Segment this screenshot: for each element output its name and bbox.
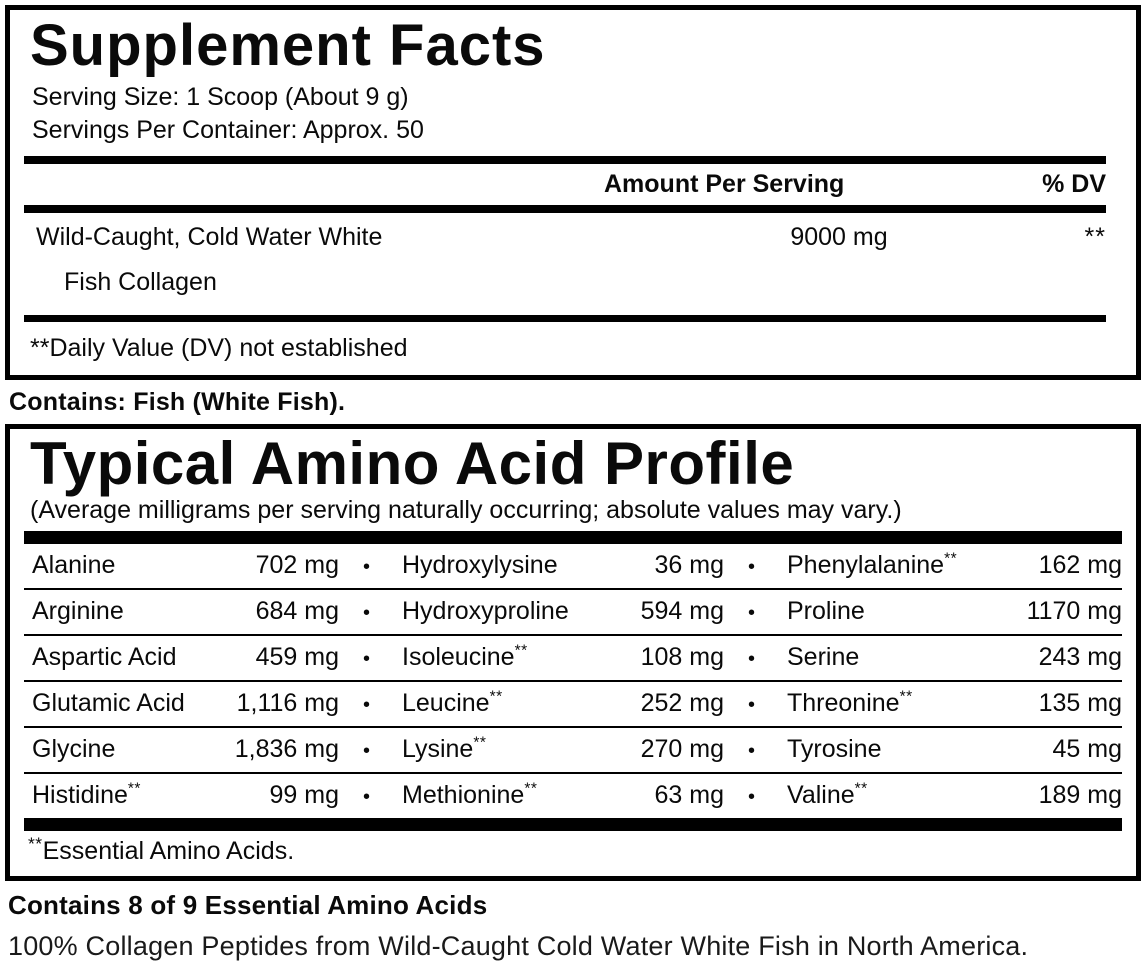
amino-value: 45 mg: [1052, 735, 1122, 764]
divider-bar: [24, 314, 1106, 322]
bullet-separator: •: [747, 556, 755, 579]
facts-header-row: Amount Per Serving % DV: [24, 164, 1106, 205]
amino-name: Histidine**: [32, 780, 141, 810]
amount-per-serving-header: Amount Per Serving: [604, 169, 845, 198]
amino-name: Leucine**: [402, 688, 503, 718]
amino-value: 684 mg: [255, 597, 339, 626]
table-row: Glutamic Acid 1,116 mg • Leucine** 252 m…: [24, 682, 1122, 729]
serving-size-line: Serving Size: 1 Scoop (About 9 g): [32, 82, 409, 111]
amino-name: Serine: [787, 643, 860, 672]
essential-marker: **: [473, 734, 487, 752]
bullet-separator: •: [362, 648, 370, 671]
amino-name: Threonine**: [787, 688, 913, 718]
bullet-separator: •: [362, 694, 370, 717]
contains-allergen-line: Contains: Fish (White Fish).: [9, 387, 346, 416]
essential-marker: **: [899, 688, 913, 706]
collagen-tagline: 100% Collagen Peptides from Wild-Caught …: [8, 931, 1029, 962]
amino-name: Aspartic Acid: [32, 643, 177, 672]
amino-value: 162 mg: [1038, 551, 1122, 580]
bullet-separator: •: [747, 740, 755, 763]
essential-marker: **: [514, 642, 528, 660]
table-row: Alanine 702 mg • Hydroxylysine 36 mg • P…: [24, 544, 1122, 591]
bullet-separator: •: [747, 648, 755, 671]
divider-bar: [24, 155, 1106, 164]
bullet-separator: •: [747, 602, 755, 625]
amino-name: Isoleucine**: [402, 642, 528, 672]
amino-profile-subtitle: (Average milligrams per serving naturall…: [30, 496, 902, 525]
bullet-separator: •: [362, 556, 370, 579]
amino-value: 189 mg: [1038, 781, 1122, 810]
amino-value: 1,836 mg: [234, 735, 339, 764]
essential-marker: **: [127, 780, 141, 798]
amino-value: 36 mg: [654, 551, 724, 580]
ingredient-amount: 9000 mg: [790, 222, 888, 251]
amino-value: 63 mg: [654, 781, 724, 810]
supplement-facts-title: Supplement Facts: [30, 13, 546, 78]
amino-value: 1,116 mg: [236, 689, 339, 718]
amino-value: 702 mg: [255, 551, 339, 580]
amino-name: Methionine**: [402, 780, 538, 810]
amino-acid-table: Alanine 702 mg • Hydroxylysine 36 mg • P…: [24, 544, 1122, 818]
amino-value: 594 mg: [640, 597, 724, 626]
amino-name: Glycine: [32, 735, 116, 764]
supplement-facts-panel: Supplement Facts Serving Size: 1 Scoop (…: [5, 5, 1141, 380]
table-row: Histidine** 99 mg • Methionine** 63 mg •…: [24, 774, 1122, 818]
amino-value: 252 mg: [640, 689, 724, 718]
amino-name: Tyrosine: [787, 735, 882, 764]
bullet-separator: •: [362, 786, 370, 809]
bullet-separator: •: [747, 786, 755, 809]
amino-value: 135 mg: [1038, 689, 1122, 718]
divider-bar: [24, 204, 1106, 213]
amino-value: 270 mg: [640, 735, 724, 764]
amino-name: Glutamic Acid: [32, 689, 185, 718]
amino-profile-title: Typical Amino Acid Profile: [30, 429, 795, 497]
divider-bar: [24, 531, 1122, 545]
bullet-separator: •: [362, 602, 370, 625]
amino-name: Arginine: [32, 597, 124, 626]
essential-footnote: **Essential Amino Acids.: [28, 833, 295, 866]
table-row: Glycine 1,836 mg • Lysine** 270 mg • Tyr…: [24, 728, 1122, 775]
amino-name: Hydroxyproline: [402, 597, 569, 626]
ingredient-name-line2: Fish Collagen: [64, 267, 217, 296]
amino-value: 108 mg: [640, 643, 724, 672]
amino-name: Valine**: [787, 780, 868, 810]
essential-marker: **: [28, 833, 43, 854]
percent-dv-header: % DV: [1042, 169, 1106, 198]
contains-essential-line: Contains 8 of 9 Essential Amino Acids: [8, 890, 488, 921]
amino-value: 1170 mg: [1026, 597, 1122, 626]
ingredient-dv: **: [1084, 222, 1106, 251]
amino-acid-panel: Typical Amino Acid Profile (Average mill…: [5, 423, 1141, 882]
bullet-separator: •: [362, 740, 370, 763]
table-row: Arginine 684 mg • Hydroxyproline 594 mg …: [24, 590, 1122, 637]
amino-value: 243 mg: [1038, 643, 1122, 672]
dv-footnote: **Daily Value (DV) not established: [30, 333, 408, 362]
essential-marker: **: [854, 780, 868, 798]
ingredient-row: Wild-Caught, Cold Water White 9000 mg **: [24, 223, 1106, 252]
amino-value: 99 mg: [269, 781, 339, 810]
servings-per-container-line: Servings Per Container: Approx. 50: [32, 116, 424, 145]
amino-name: Alanine: [32, 551, 116, 580]
amino-name: Hydroxylysine: [402, 551, 558, 580]
essential-marker: **: [489, 688, 503, 706]
amino-value: 459 mg: [255, 643, 339, 672]
essential-marker: **: [524, 780, 538, 798]
bullet-separator: •: [747, 694, 755, 717]
essential-marker: **: [944, 550, 958, 568]
table-row: Aspartic Acid 459 mg • Isoleucine** 108 …: [24, 636, 1122, 683]
divider-bar: [24, 818, 1122, 832]
amino-name: Lysine**: [402, 734, 487, 764]
amino-name: Proline: [787, 597, 865, 626]
amino-name: Phenylalanine**: [787, 550, 958, 580]
ingredient-name: Wild-Caught, Cold Water White: [36, 222, 383, 251]
